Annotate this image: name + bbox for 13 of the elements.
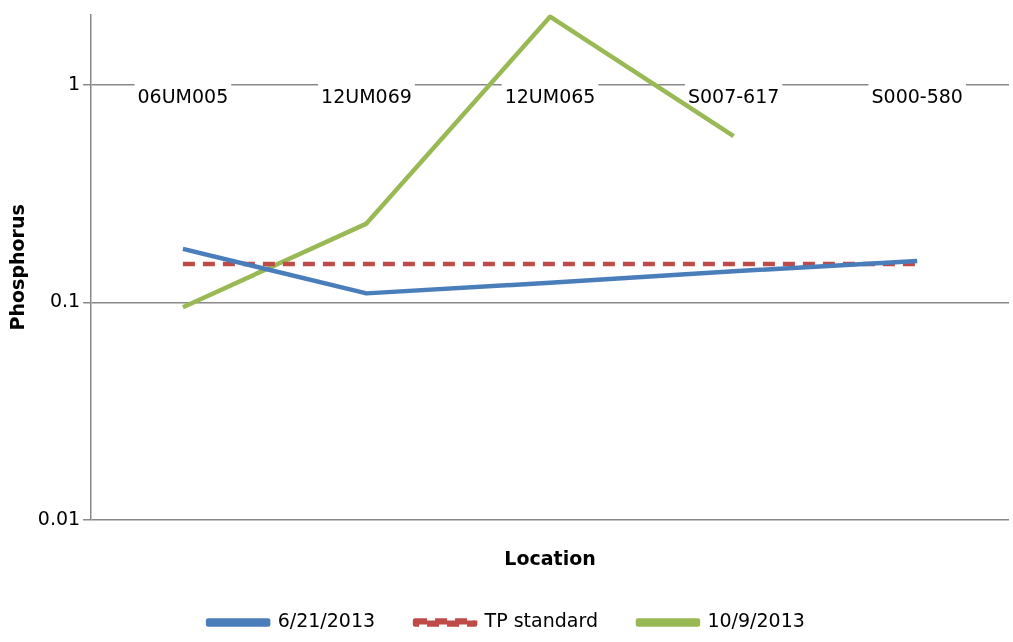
y-axis-title: Phosphorus xyxy=(6,204,29,331)
legend-label: 6/21/2013 xyxy=(277,609,376,632)
x-tick-label: S000-580 xyxy=(871,84,963,107)
x-tick-label: 12UM069 xyxy=(321,84,412,107)
legend-label: 10/9/2013 xyxy=(707,609,805,632)
y-tick-label: 1 xyxy=(68,71,81,94)
x-tick-label: 06UM005 xyxy=(137,84,229,107)
x-axis-title: Location xyxy=(504,546,596,569)
legend-label: TP standard xyxy=(483,609,598,632)
x-tick-label: S007-617 xyxy=(687,84,780,107)
y-tick-label: 0.01 xyxy=(37,507,81,530)
x-tick-label: 12UM065 xyxy=(504,84,596,107)
y-tick-label: 0.1 xyxy=(49,289,81,312)
